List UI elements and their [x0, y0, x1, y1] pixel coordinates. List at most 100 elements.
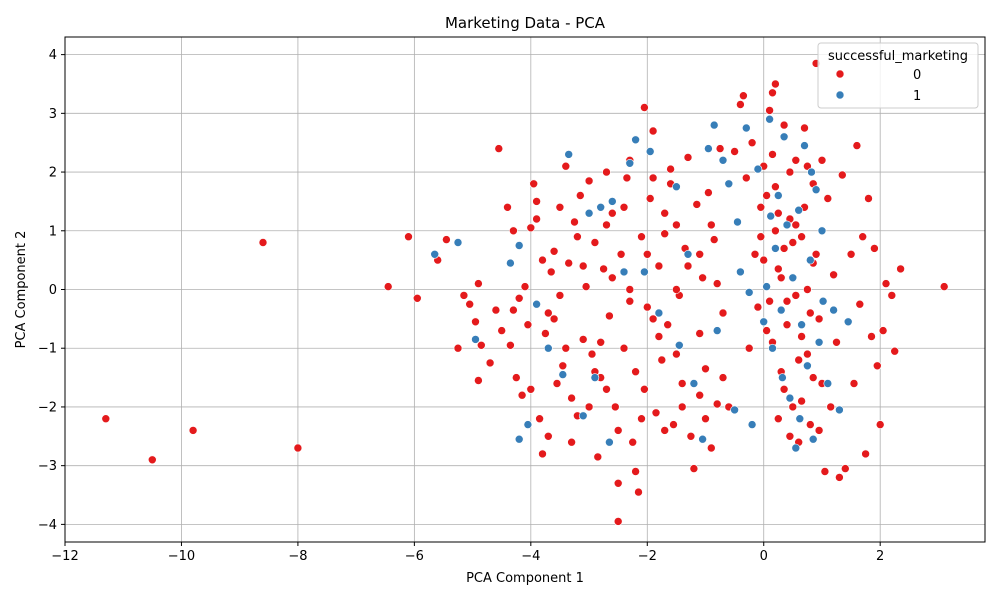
- data-point-1: [654, 308, 664, 318]
- data-point-0: [762, 326, 771, 335]
- data-point-1: [558, 370, 568, 379]
- data-point-1: [718, 156, 728, 165]
- data-point-1: [811, 185, 821, 194]
- data-point-1: [736, 267, 745, 277]
- x-tick-label: −6: [405, 549, 424, 564]
- data-point-0: [593, 452, 603, 462]
- data-point-0: [689, 464, 699, 473]
- legend-box: [817, 42, 979, 109]
- data-point-0: [383, 282, 393, 291]
- data-point-0: [861, 449, 870, 459]
- y-tick-label: 2: [49, 166, 57, 181]
- data-point-0: [686, 431, 696, 441]
- data-point-1: [625, 159, 635, 168]
- data-point-0: [509, 305, 518, 315]
- data-point-1: [578, 411, 588, 421]
- data-point-1: [805, 255, 815, 265]
- data-point-0: [712, 279, 722, 288]
- data-point-0: [683, 261, 693, 271]
- y-tick-label: 3: [49, 107, 57, 122]
- data-point-0: [535, 414, 544, 424]
- data-point-1: [768, 343, 777, 353]
- data-point-0: [640, 384, 649, 394]
- data-point-1: [741, 123, 751, 133]
- data-point-0: [782, 320, 792, 330]
- data-point-0: [520, 282, 530, 291]
- data-point-1: [564, 150, 574, 159]
- y-tick-label: −2: [38, 400, 57, 415]
- data-point-0: [794, 355, 804, 365]
- data-point-0: [567, 393, 576, 403]
- data-point-0: [768, 88, 777, 98]
- data-point-0: [596, 337, 606, 347]
- data-point-0: [788, 238, 798, 247]
- data-point-0: [683, 153, 693, 162]
- data-point-0: [474, 376, 483, 385]
- data-point-0: [785, 431, 795, 441]
- data-point-0: [797, 332, 806, 341]
- data-point-1: [762, 282, 771, 291]
- data-point-0: [599, 264, 608, 274]
- data-point-0: [258, 238, 268, 247]
- data-point-0: [619, 203, 629, 212]
- data-point-0: [718, 373, 728, 382]
- data-point-0: [660, 229, 670, 238]
- data-point-0: [453, 343, 463, 353]
- data-point-0: [736, 100, 745, 109]
- data-point-1: [605, 437, 614, 447]
- data-point-0: [820, 467, 830, 476]
- data-point-1: [453, 238, 463, 247]
- data-point-0: [805, 420, 815, 429]
- data-point-0: [645, 194, 655, 203]
- data-point-0: [669, 420, 678, 429]
- data-point-1: [506, 258, 515, 268]
- data-point-0: [581, 282, 591, 291]
- y-tick-label: −3: [38, 459, 57, 474]
- data-point-0: [543, 431, 553, 441]
- data-point-0: [817, 156, 827, 165]
- data-point-0: [677, 402, 687, 412]
- data-point-0: [832, 337, 841, 347]
- data-point-0: [476, 340, 486, 350]
- data-point-0: [695, 329, 705, 338]
- data-point-1: [795, 414, 805, 424]
- data-point-0: [776, 273, 786, 283]
- data-point-0: [188, 426, 198, 435]
- data-point-0: [692, 200, 702, 209]
- data-point-0: [779, 244, 789, 253]
- data-point-1: [532, 299, 541, 309]
- data-point-0: [706, 220, 716, 230]
- data-point-1: [430, 250, 440, 259]
- data-point-0: [532, 197, 541, 206]
- data-point-0: [578, 261, 588, 271]
- data-point-1: [771, 244, 780, 253]
- data-point-0: [773, 264, 783, 274]
- data-point-0: [511, 373, 521, 382]
- data-point-0: [564, 258, 574, 268]
- data-point-1: [797, 320, 806, 330]
- data-point-0: [584, 176, 594, 186]
- chart-title: Marketing Data - PCA: [445, 14, 606, 32]
- data-point-1: [818, 296, 828, 306]
- data-point-0: [549, 247, 559, 256]
- data-point-1: [829, 305, 838, 315]
- data-point-0: [849, 379, 859, 388]
- data-point-0: [704, 188, 713, 197]
- data-point-0: [471, 317, 480, 327]
- data-point-1: [803, 361, 812, 371]
- data-point-1: [724, 179, 734, 189]
- legend-title: successful_marketing: [828, 49, 968, 64]
- legend-label-1: 1: [913, 89, 921, 104]
- data-point-0: [509, 226, 518, 236]
- data-point-0: [660, 426, 670, 435]
- data-point-1: [584, 208, 594, 218]
- data-point-0: [529, 179, 539, 189]
- data-point-1: [791, 443, 801, 453]
- data-point-0: [526, 384, 536, 394]
- data-point-0: [814, 314, 824, 324]
- data-point-1: [514, 241, 524, 250]
- data-point-0: [506, 340, 515, 350]
- data-point-1: [607, 197, 617, 206]
- data-point-0: [605, 311, 614, 321]
- data-point-0: [695, 390, 705, 400]
